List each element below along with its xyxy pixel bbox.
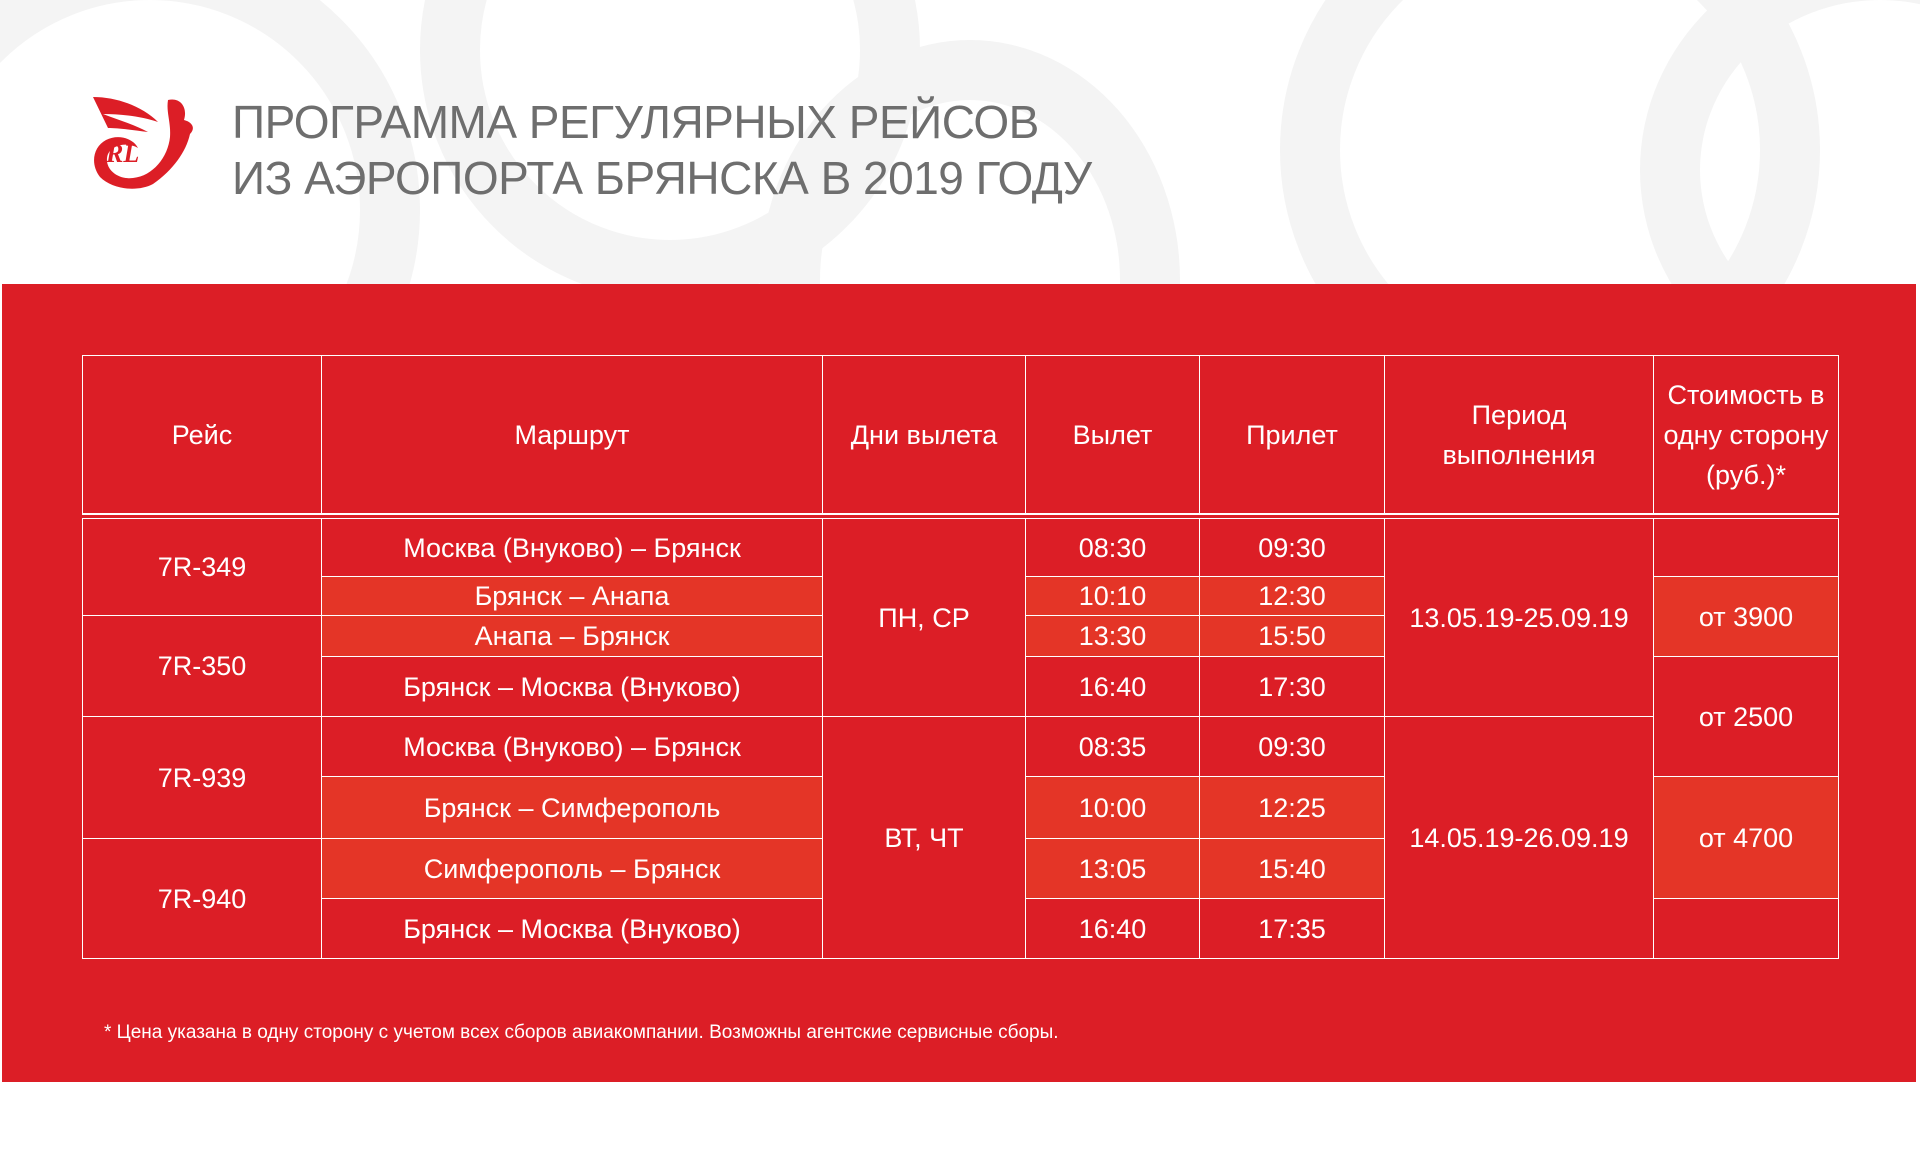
- route-cell: Брянск – Симферополь: [321, 776, 823, 839]
- arrival-cell: 15:50: [1199, 615, 1385, 657]
- period-cell: 13.05.19-25.09.19: [1384, 518, 1654, 717]
- departure-cell: 13:05: [1025, 838, 1200, 899]
- price-cell: от 2500: [1653, 656, 1839, 777]
- flight-cell: 7R-940: [82, 838, 322, 959]
- departure-cell: 08:30: [1025, 518, 1200, 577]
- header-price: Стоимость в одну сторону (руб.)*: [1653, 355, 1839, 514]
- arrival-cell: 17:35: [1199, 898, 1385, 959]
- price-cell-empty: [1653, 518, 1839, 577]
- title-line-1: ПРОГРАММА РЕГУЛЯРНЫХ РЕЙСОВ: [232, 96, 1039, 148]
- arrival-cell: 15:40: [1199, 838, 1385, 899]
- arrival-cell: 17:30: [1199, 656, 1385, 717]
- title-line-2: ИЗ АЭРОПОРТА БРЯНСКА В 2019 ГОДУ: [232, 152, 1092, 204]
- header-arrival: Прилет: [1199, 355, 1385, 514]
- period-cell: 14.05.19-26.09.19: [1384, 716, 1654, 959]
- departure-cell: 16:40: [1025, 898, 1200, 959]
- decorative-background: [0, 0, 1920, 284]
- route-cell: Брянск – Москва (Внуково): [321, 898, 823, 959]
- header-departure: Вылет: [1025, 355, 1200, 514]
- footnote: * Цена указана в одну сторону с учетом в…: [104, 1022, 1059, 1043]
- departure-cell: 10:00: [1025, 776, 1200, 839]
- days-cell: ВТ, ЧТ: [822, 716, 1026, 959]
- airline-logo-icon: RL: [93, 97, 193, 189]
- route-cell: Симферополь – Брянск: [321, 838, 823, 899]
- arrival-cell: 09:30: [1199, 518, 1385, 577]
- header-divider: [82, 513, 1839, 515]
- route-cell: Анапа – Брянск: [321, 615, 823, 657]
- departure-cell: 10:10: [1025, 576, 1200, 616]
- route-cell: Брянск – Анапа: [321, 576, 823, 616]
- page-title: ПРОГРАММА РЕГУЛЯРНЫХ РЕЙСОВ ИЗ АЭРОПОРТА…: [232, 94, 1092, 206]
- price-cell: от 4700: [1653, 776, 1839, 899]
- flight-cell: 7R-939: [82, 716, 322, 839]
- header-period: Период выполнения: [1384, 355, 1654, 514]
- arrival-cell: 12:25: [1199, 776, 1385, 839]
- route-cell: Брянск – Москва (Внуково): [321, 656, 823, 717]
- arrival-cell: 12:30: [1199, 576, 1385, 616]
- price-cell-empty: [1653, 898, 1839, 959]
- arrival-cell: 09:30: [1199, 716, 1385, 777]
- departure-cell: 16:40: [1025, 656, 1200, 717]
- route-cell: Москва (Внуково) – Брянск: [321, 518, 823, 577]
- header-days: Дни вылета: [822, 355, 1026, 514]
- price-cell: от 3900: [1653, 576, 1839, 657]
- departure-cell: 08:35: [1025, 716, 1200, 777]
- svg-text:RL: RL: [105, 139, 139, 168]
- header-flight: Рейс: [82, 355, 322, 514]
- flight-cell: 7R-350: [82, 615, 322, 717]
- flight-cell: 7R-349: [82, 518, 322, 616]
- route-cell: Москва (Внуково) – Брянск: [321, 716, 823, 777]
- days-cell: ПН, СР: [822, 518, 1026, 717]
- departure-cell: 13:30: [1025, 615, 1200, 657]
- header-route: Маршрут: [321, 355, 823, 514]
